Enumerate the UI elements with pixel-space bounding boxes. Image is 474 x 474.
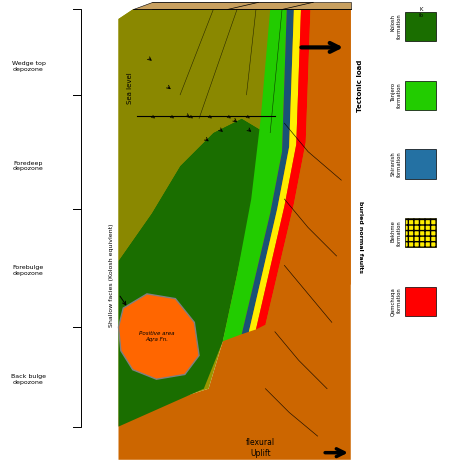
- Text: Wedge top
depozone: Wedge top depozone: [11, 61, 46, 72]
- Text: buried normal faults: buried normal faults: [358, 201, 363, 273]
- Text: Tanjero
formation: Tanjero formation: [391, 82, 401, 108]
- Polygon shape: [265, 9, 351, 325]
- Bar: [405, 149, 436, 179]
- Text: Shiranish
formation: Shiranish formation: [391, 151, 401, 177]
- Bar: [405, 81, 436, 110]
- Text: Foredeep
depozone: Foredeep depozone: [13, 161, 44, 171]
- Text: K
fo: K fo: [419, 7, 423, 18]
- Bar: [405, 287, 436, 316]
- Bar: [405, 218, 436, 247]
- Polygon shape: [118, 118, 265, 427]
- Polygon shape: [133, 2, 351, 9]
- Polygon shape: [118, 294, 199, 379]
- Text: Kolosh
formation: Kolosh formation: [391, 14, 401, 39]
- Polygon shape: [249, 9, 301, 332]
- Text: Bekhme
formation: Bekhme formation: [391, 220, 401, 246]
- Text: Back bulge
depozone: Back bulge depozone: [11, 374, 46, 384]
- Text: Tectonic load: Tectonic load: [357, 59, 363, 111]
- Polygon shape: [118, 9, 351, 460]
- Polygon shape: [256, 9, 310, 329]
- Polygon shape: [242, 9, 294, 334]
- Polygon shape: [223, 9, 287, 341]
- Text: Qamchuqa
formation: Qamchuqa formation: [391, 287, 401, 316]
- Polygon shape: [118, 9, 282, 261]
- Text: Sea level: Sea level: [128, 73, 133, 104]
- Polygon shape: [118, 9, 282, 417]
- Text: flexural
Uplift: flexural Uplift: [246, 438, 275, 457]
- Text: Shallow facies (Kolosh equivlent): Shallow facies (Kolosh equivlent): [109, 223, 114, 327]
- Bar: [405, 12, 436, 41]
- Text: Positive area
Aqra Fn.: Positive area Aqra Fn.: [139, 331, 174, 342]
- Text: Forebulge
depozone: Forebulge depozone: [13, 265, 44, 275]
